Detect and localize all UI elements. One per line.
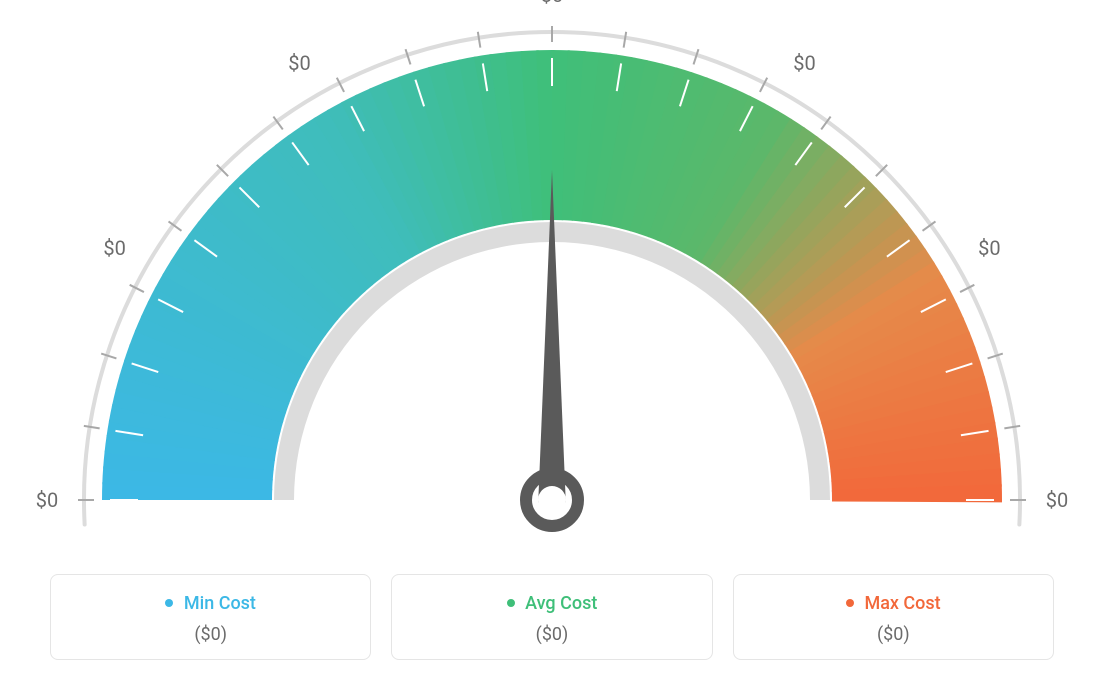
dot-icon xyxy=(165,599,173,607)
dot-icon xyxy=(507,599,515,607)
legend-card-avg-title-text: Avg Cost xyxy=(525,593,597,614)
legend-card-max-title: Max Cost xyxy=(744,593,1043,614)
legend-card-min-title: Min Cost xyxy=(61,593,360,614)
gauge-tick-label: $0 xyxy=(978,236,1000,260)
legend-card-max: Max Cost ($0) xyxy=(733,574,1054,660)
gauge-chart: $0 $0 $0 $0 $0 $0 $0 Min Cost ($0) Avg Cost ($… xyxy=(0,0,1104,690)
gauge-svg xyxy=(0,0,1104,555)
legend-card-avg-title: Avg Cost xyxy=(402,593,701,614)
gauge-tick-label: $0 xyxy=(1046,488,1068,512)
legend-cards-row: Min Cost ($0) Avg Cost ($0) Max Cost ($0… xyxy=(50,574,1054,660)
legend-card-min: Min Cost ($0) xyxy=(50,574,371,660)
dot-icon xyxy=(846,599,854,607)
legend-card-avg: Avg Cost ($0) xyxy=(391,574,712,660)
legend-card-min-title-text: Min Cost xyxy=(184,593,256,614)
gauge-tick-label: $0 xyxy=(103,236,125,260)
gauge-tick-label: $0 xyxy=(288,51,310,75)
gauge-tick-label: $0 xyxy=(36,488,58,512)
legend-card-avg-value: ($0) xyxy=(402,624,701,645)
gauge-tick-label: $0 xyxy=(541,0,563,7)
legend-card-min-value: ($0) xyxy=(61,624,360,645)
legend-card-max-title-text: Max Cost xyxy=(864,593,940,614)
gauge-tick-label: $0 xyxy=(793,51,815,75)
legend-card-max-value: ($0) xyxy=(744,624,1043,645)
